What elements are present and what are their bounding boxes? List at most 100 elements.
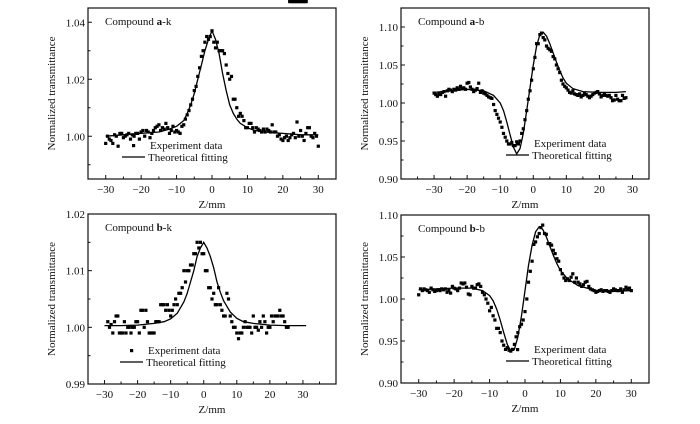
data-point [203, 40, 207, 44]
data-point [141, 308, 145, 312]
x-tick-label: 0 [201, 389, 207, 401]
data-point [457, 286, 462, 290]
data-point [182, 269, 186, 273]
data-point [559, 78, 563, 82]
data-point [258, 320, 262, 324]
data-point [294, 0, 298, 4]
legend-label: Experiment data [148, 345, 221, 357]
x-tick-label: −10 [162, 389, 180, 401]
data-point [109, 138, 113, 143]
data-point [528, 269, 532, 273]
data-point [445, 290, 449, 294]
data-point [599, 288, 603, 292]
y-tick-label: 1.05 [379, 252, 399, 264]
data-point [199, 54, 203, 58]
data-point [222, 52, 226, 56]
data-point [249, 121, 253, 125]
legend-label: Theoretical fitting [532, 150, 612, 162]
data-point [192, 89, 196, 93]
data-point [515, 140, 519, 144]
data-point [574, 276, 578, 280]
data-point [230, 320, 234, 324]
data-point [627, 286, 632, 290]
data-point [226, 297, 231, 301]
data-point [525, 109, 529, 113]
data-point [256, 127, 260, 131]
data-point [617, 99, 621, 103]
data-point [235, 331, 239, 335]
data-point [576, 280, 580, 284]
data-point [521, 318, 525, 322]
data-point [107, 325, 112, 329]
data-point [573, 280, 577, 284]
data-point [221, 49, 225, 53]
data-point [134, 320, 138, 324]
data-point [477, 282, 481, 286]
data-point [496, 326, 500, 330]
data-point [441, 288, 446, 292]
data-point [569, 91, 573, 95]
data-point [316, 144, 320, 148]
data-point [544, 44, 549, 48]
data-point [422, 287, 426, 291]
legend-marker-points [516, 348, 520, 352]
data-point [190, 97, 195, 101]
data-point [111, 331, 115, 335]
data-point [579, 95, 583, 99]
data-point [449, 291, 453, 295]
data-point [122, 320, 126, 324]
fit-line [434, 31, 626, 156]
data-point [518, 139, 522, 143]
data-point [619, 99, 623, 103]
x-tick-label: −30 [410, 388, 428, 400]
data-point [444, 94, 448, 98]
data-point [486, 301, 490, 305]
x-tick-label: −10 [492, 184, 510, 196]
data-point [187, 269, 191, 273]
data-point [608, 290, 612, 294]
data-point [541, 36, 545, 40]
data-point [198, 240, 202, 244]
data-point [581, 283, 586, 287]
data-point [145, 320, 150, 324]
fit-line [104, 241, 307, 327]
data-point [571, 89, 575, 93]
data-point [123, 134, 127, 138]
data-point [248, 325, 252, 329]
data-point [477, 81, 481, 85]
data-point [551, 55, 555, 59]
data-point [265, 127, 269, 131]
data-point [146, 130, 150, 134]
data-point [311, 136, 315, 140]
data-point [447, 87, 451, 91]
data-point [159, 128, 163, 133]
data-point [461, 282, 465, 286]
data-point [462, 86, 466, 90]
data-point [553, 252, 557, 256]
data-point [436, 288, 440, 292]
data-point [492, 102, 496, 107]
data-point [454, 88, 458, 92]
data-point [169, 314, 173, 318]
data-point [455, 86, 459, 90]
data-point [276, 314, 280, 318]
data-point [473, 88, 477, 92]
data-point [454, 287, 458, 291]
data-point [240, 331, 244, 335]
data-point [589, 94, 593, 98]
data-point [564, 86, 568, 90]
data-point [237, 114, 241, 118]
data-point [624, 285, 628, 289]
data-point [113, 133, 117, 137]
data-point [606, 94, 610, 98]
data-point [452, 87, 456, 91]
data-point [240, 114, 244, 118]
data-point [301, 0, 305, 4]
x-tick-label: −30 [97, 184, 115, 196]
data-point [134, 131, 138, 135]
data-point [438, 289, 442, 293]
data-point [268, 130, 273, 134]
data-point [523, 118, 527, 122]
data-point [170, 308, 174, 312]
